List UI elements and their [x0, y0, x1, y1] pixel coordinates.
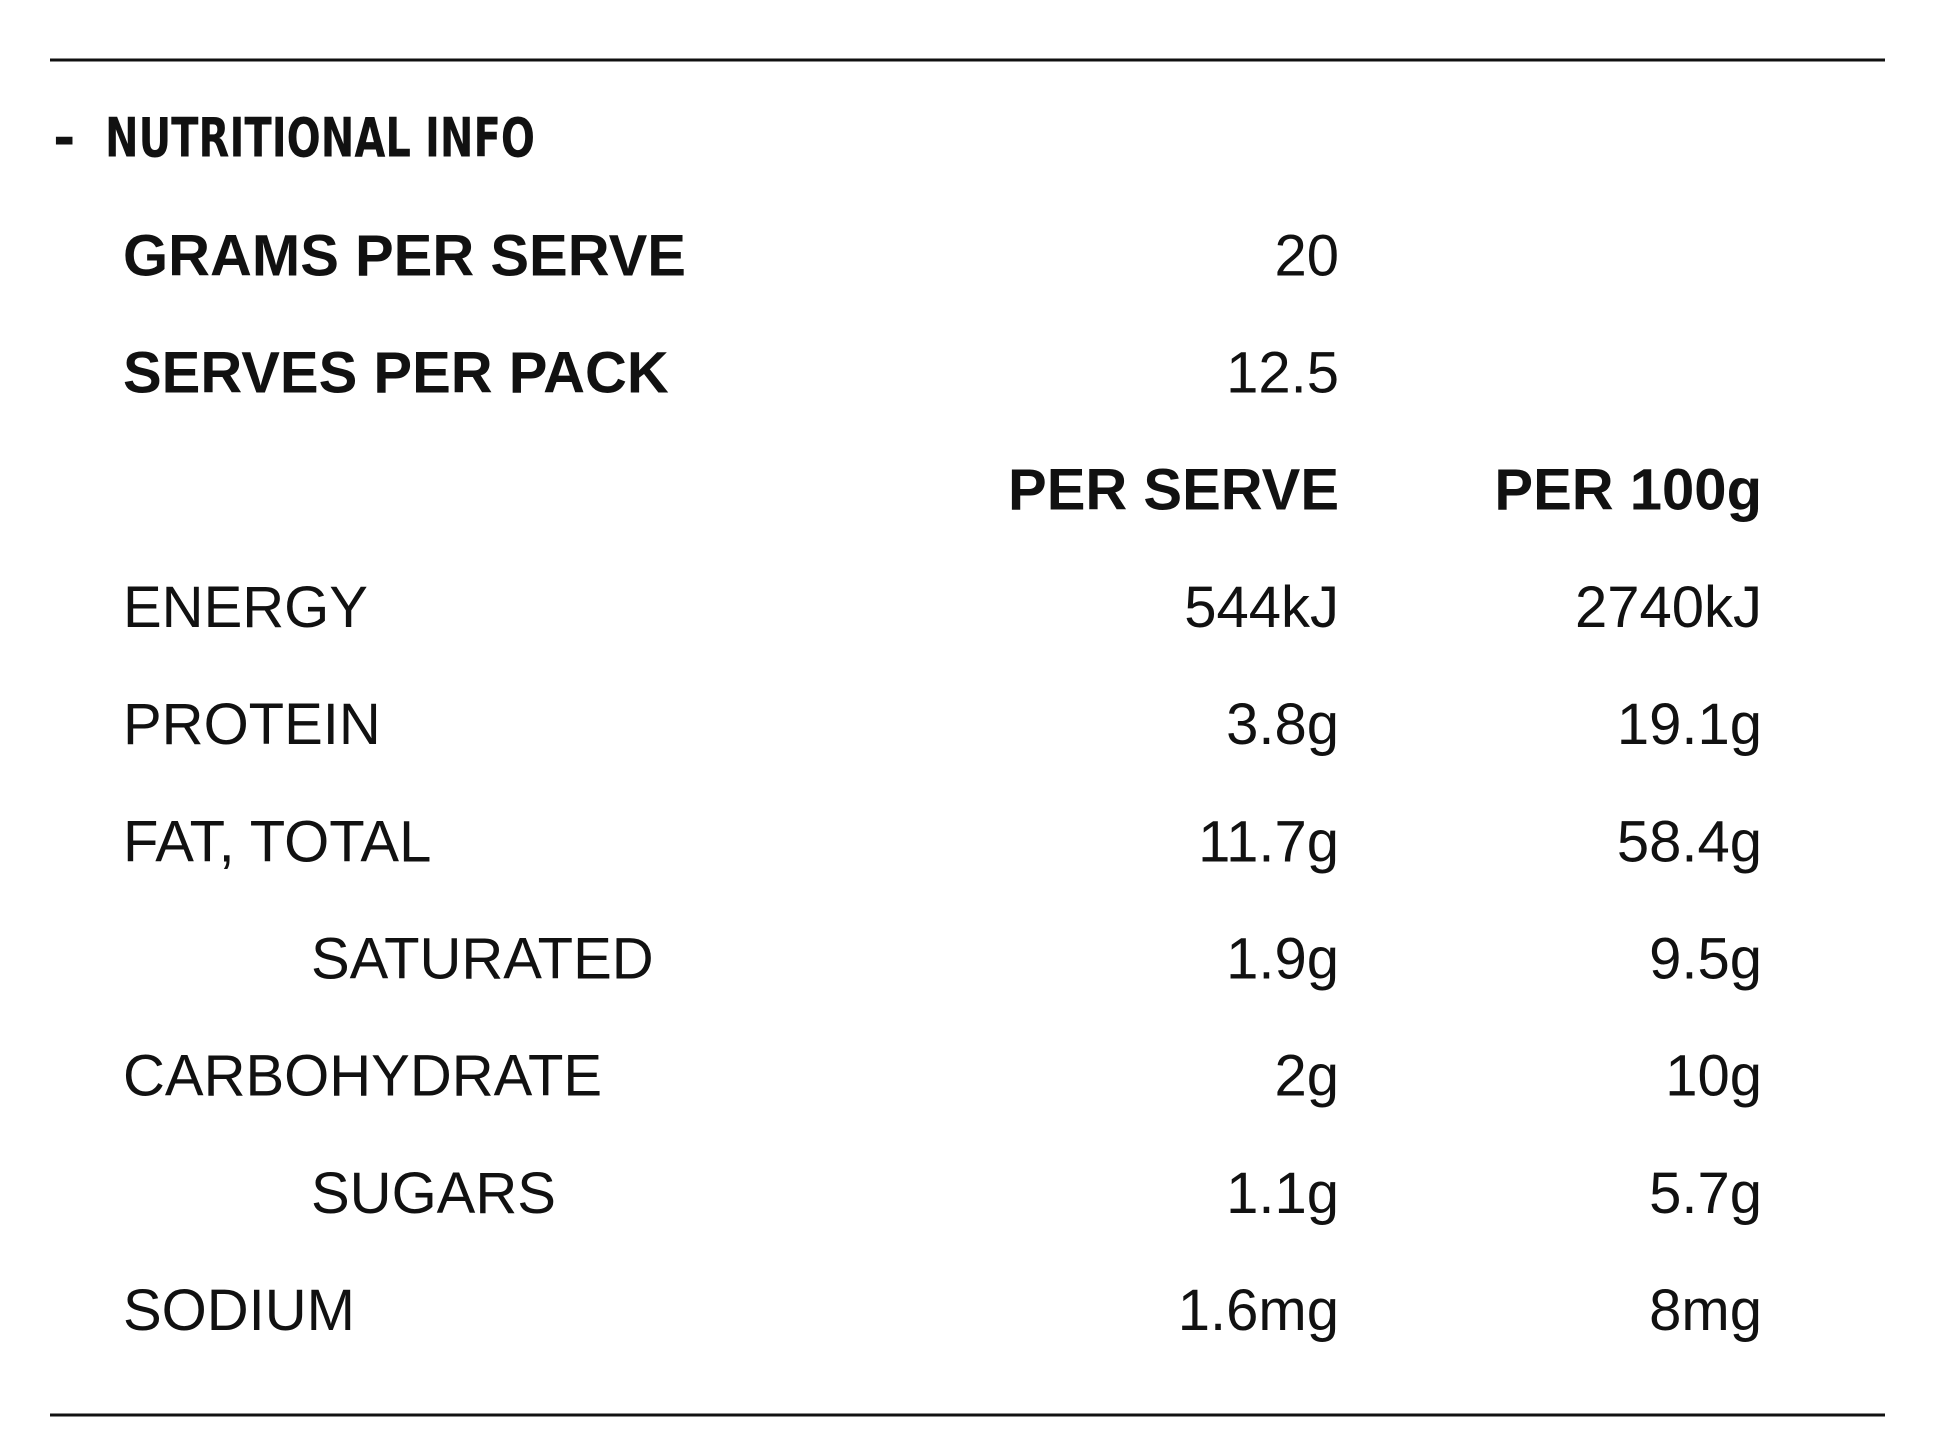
nutrient-label: FAT, TOTAL [123, 809, 431, 874]
nutrient-value: 2740kJ [1575, 575, 1762, 640]
nutrient-label: SUGARS [311, 1161, 556, 1226]
nutrient-label: SATURATED [311, 927, 654, 992]
nutrient-value: 10g [1665, 1044, 1762, 1109]
nutrient-label: ENERGY [123, 575, 368, 640]
nutrient-value: 1.1g [1226, 1161, 1339, 1226]
summary-value: 20 [1274, 223, 1339, 288]
nutrient-label: PROTEIN [123, 692, 381, 757]
toggle[interactable]: - [53, 107, 75, 170]
nutrient-value: 58.4g [1617, 809, 1762, 874]
summary-label: GRAMS PER SERVE [123, 223, 686, 288]
section-title[interactable]: NUTRITIONAL INFO [105, 107, 535, 170]
nutrient-value: 5.7g [1649, 1161, 1762, 1226]
nutrient-value: 11.7g [1198, 809, 1339, 874]
nutrient-value: 2g [1274, 1044, 1339, 1109]
column-header: PER SERVE [1008, 458, 1339, 523]
summary-value: 12.5 [1226, 341, 1339, 406]
nutrient-value: 9.5g [1649, 927, 1762, 992]
column-header: PER 100g [1494, 458, 1762, 523]
nutrient-value: 544kJ [1184, 575, 1339, 640]
nutrient-label: CARBOHYDRATE [123, 1044, 602, 1109]
nutrient-value: 1.9g [1226, 927, 1339, 992]
nutrient-value: 19.1g [1617, 692, 1762, 757]
nutrient-value: 8mg [1649, 1278, 1762, 1343]
nutrient-label: SODIUM [123, 1278, 355, 1343]
nutrient-value: 1.6mg [1178, 1278, 1339, 1343]
summary-label: SERVES PER PACK [123, 341, 669, 406]
nutrient-value: 3.8g [1226, 692, 1339, 757]
